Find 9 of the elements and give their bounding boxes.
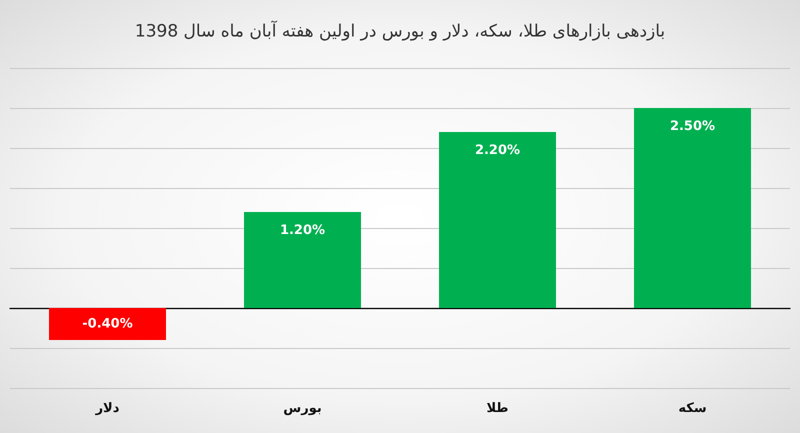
data-label: 2.50% bbox=[670, 119, 716, 134]
chart-title: بازدهی بازارهای طلا، سکه، دلار و بورس در اولین هفته آبان ماه سال 1398 bbox=[134, 20, 666, 42]
x-tick-label: طلا bbox=[486, 401, 509, 416]
x-tick-label: دلار bbox=[94, 401, 120, 416]
x-tick-label: بورس bbox=[283, 401, 322, 416]
data-label: 2.20% bbox=[474, 143, 520, 158]
data-label: -0.40% bbox=[82, 316, 133, 332]
x-tick-label: سکه bbox=[678, 401, 707, 416]
data-label: 1.20% bbox=[280, 223, 326, 238]
